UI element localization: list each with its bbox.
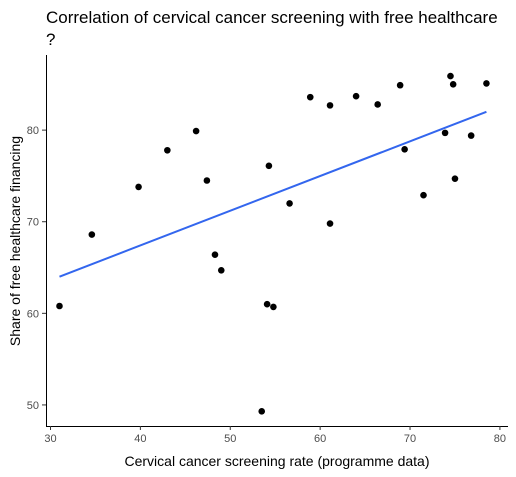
data-point: [192, 127, 200, 135]
data-point: [326, 102, 334, 109]
x-tick-label: 60: [314, 433, 326, 445]
trendline-group: [59, 110, 487, 278]
data-point: [451, 175, 459, 182]
x-tick-label: 80: [494, 433, 506, 445]
data-point: [164, 146, 171, 154]
y-tick-label: 80: [27, 125, 39, 137]
y-axis-title: Share of free healthcare financing: [7, 136, 23, 346]
data-point: [286, 200, 293, 207]
data-point: [263, 300, 271, 308]
data-point: [88, 231, 96, 238]
data-point: [441, 129, 449, 137]
x-tick-label: 40: [134, 433, 146, 445]
data-point: [483, 80, 490, 87]
x-tick-label: 70: [404, 433, 416, 445]
data-point: [396, 81, 404, 89]
data-point: [352, 92, 360, 100]
data-point: [270, 303, 277, 311]
y-tick-label: 70: [27, 217, 39, 229]
data-point: [135, 183, 142, 191]
data-point: [56, 302, 63, 310]
data-point: [306, 93, 314, 101]
data-point: [203, 177, 211, 184]
data-point: [420, 191, 427, 199]
points-group: [56, 72, 490, 415]
axis-ticks: 30 40 50 60 70 80 50 60 70 80: [27, 125, 506, 445]
data-point: [217, 266, 225, 274]
x-tick-label: 50: [224, 433, 236, 445]
data-point: [401, 146, 408, 153]
trendline: [59, 110, 487, 278]
data-point: [326, 220, 334, 227]
data-point: [449, 81, 457, 88]
data-point: [265, 162, 273, 170]
chart-title-line2: ?: [46, 30, 55, 49]
chart-title-line1: Correlation of cervical cancer screening…: [46, 8, 498, 27]
y-tick-label: 50: [27, 400, 39, 412]
data-point: [258, 408, 266, 415]
x-tick-label: 30: [44, 433, 56, 445]
data-point: [447, 72, 454, 80]
y-tick-label: 60: [27, 308, 39, 320]
data-point: [374, 101, 381, 108]
x-axis-title: Cervical cancer screening rate (programm…: [124, 453, 429, 469]
data-point: [211, 251, 219, 258]
data-point: [467, 132, 475, 139]
